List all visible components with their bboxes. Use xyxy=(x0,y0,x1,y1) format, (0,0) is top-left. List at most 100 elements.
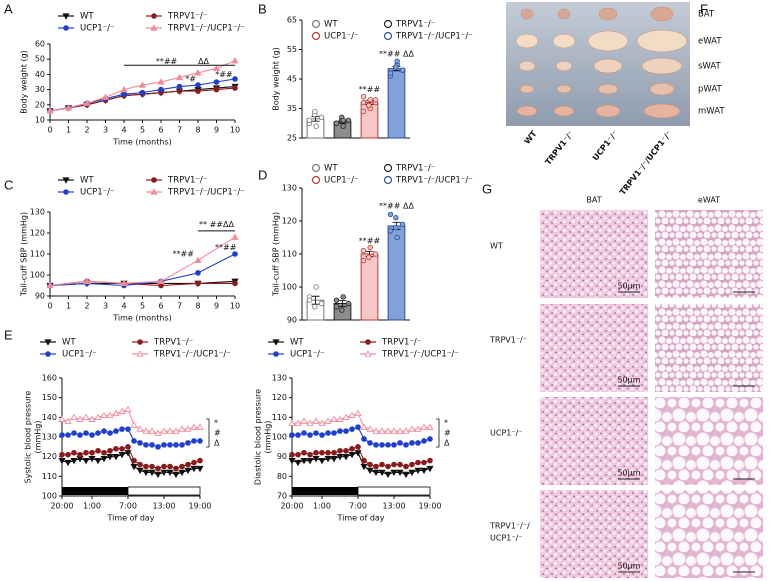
x-tick-label: 13:00 xyxy=(152,502,175,511)
annotation: ΔΔ xyxy=(198,57,209,66)
legend-label: TRPV1⁻/⁻/UCP1⁻/⁻ xyxy=(167,24,245,34)
tissue xyxy=(555,60,573,72)
panel-label: A xyxy=(4,1,13,16)
y-tick-label: 90 xyxy=(35,292,45,301)
x-tick-label: 1 xyxy=(66,302,71,311)
data-point xyxy=(65,432,71,438)
legend-symbol xyxy=(273,351,279,357)
x-tick-label: 7:00 xyxy=(349,502,367,511)
x-tick-label: 9 xyxy=(214,302,219,311)
data-point xyxy=(89,432,95,438)
data-point xyxy=(324,455,332,463)
legend-label: TRPV1⁻/⁻ xyxy=(395,20,435,30)
data-point xyxy=(83,430,89,436)
data-point xyxy=(124,405,132,413)
legend-label: TRPV1⁻/⁻/UCP1⁻/⁻ xyxy=(381,350,459,360)
data-point xyxy=(106,411,114,419)
y-tick-label: 110 xyxy=(30,250,45,259)
data-point xyxy=(421,459,427,466)
data-point xyxy=(306,457,314,465)
x-tick-label: 3 xyxy=(103,126,108,135)
histology-image xyxy=(655,397,763,485)
tissue xyxy=(553,105,575,117)
data-point xyxy=(367,440,373,446)
data-point xyxy=(409,461,415,468)
annotation: **## xyxy=(172,250,194,259)
annotation: *# xyxy=(185,74,196,83)
data-point xyxy=(155,465,161,472)
data-point xyxy=(391,442,397,448)
data-point xyxy=(190,423,198,430)
side-bracket xyxy=(436,418,440,448)
data-point xyxy=(100,411,108,419)
data-point xyxy=(385,463,391,470)
legend-symbol xyxy=(150,188,158,195)
x-tick-label: 7:00 xyxy=(119,502,137,511)
tissue xyxy=(636,29,688,53)
data-point xyxy=(318,457,326,465)
y-tick-label: 110 xyxy=(42,472,57,481)
x-tick-label: 19:00 xyxy=(418,502,441,511)
row-label: pWAT xyxy=(698,85,722,95)
data-point xyxy=(197,457,203,464)
annotation: **## xyxy=(156,57,178,66)
data-point xyxy=(325,430,331,436)
data-point xyxy=(130,421,138,428)
tissue xyxy=(518,60,536,72)
legend-symbol xyxy=(272,339,280,346)
error-bar xyxy=(338,300,347,307)
legend-label: TRPV1⁻/⁻/UCP1⁻/⁻ xyxy=(395,32,473,42)
data-point xyxy=(179,442,185,448)
data-point xyxy=(379,442,385,448)
tissue xyxy=(519,84,535,94)
data-point xyxy=(384,427,392,434)
y-tick-label: 130 xyxy=(30,208,45,217)
data-point xyxy=(121,91,127,97)
data-point xyxy=(149,442,155,448)
data-point xyxy=(149,463,155,470)
x-tick-label: 0 xyxy=(47,126,52,135)
data-point xyxy=(231,233,239,240)
data-point xyxy=(330,415,338,422)
x-tick-label: 3 xyxy=(103,302,108,311)
annotation: *## xyxy=(215,70,233,79)
data-point xyxy=(343,447,349,454)
data-point xyxy=(160,469,168,477)
data-point xyxy=(71,449,77,456)
histology-image xyxy=(655,210,763,298)
data-point xyxy=(295,432,301,438)
data-point xyxy=(340,123,346,129)
data-point xyxy=(367,244,373,251)
data-point xyxy=(137,440,143,446)
y-tick-label: 150 xyxy=(42,393,57,402)
data-point xyxy=(313,123,319,129)
tissue xyxy=(587,30,629,52)
x-tick-label: 20:00 xyxy=(50,502,73,511)
tissue xyxy=(598,7,618,21)
data-point xyxy=(155,444,161,450)
y-tick-label: 120 xyxy=(30,229,45,238)
data-point xyxy=(125,426,131,432)
data-point xyxy=(339,307,345,313)
data-point xyxy=(378,469,386,477)
data-point xyxy=(64,459,72,467)
data-point xyxy=(379,461,385,468)
data-point xyxy=(349,446,355,452)
data-point xyxy=(294,419,302,426)
data-point xyxy=(403,442,409,448)
data-point xyxy=(397,461,403,468)
data-point xyxy=(196,423,204,430)
data-point xyxy=(306,419,314,426)
data-point xyxy=(372,427,380,434)
data-point xyxy=(95,447,101,454)
data-point xyxy=(342,454,350,461)
panel-label: D xyxy=(258,167,267,182)
legend-symbol xyxy=(383,163,393,173)
tissue xyxy=(649,82,675,96)
data-point xyxy=(336,454,344,461)
data-point xyxy=(313,284,319,290)
column-label: eWAT xyxy=(698,196,720,205)
data-point xyxy=(331,449,337,456)
dark-period xyxy=(292,487,358,495)
y-axis-label: Body weight (g) xyxy=(272,47,281,111)
